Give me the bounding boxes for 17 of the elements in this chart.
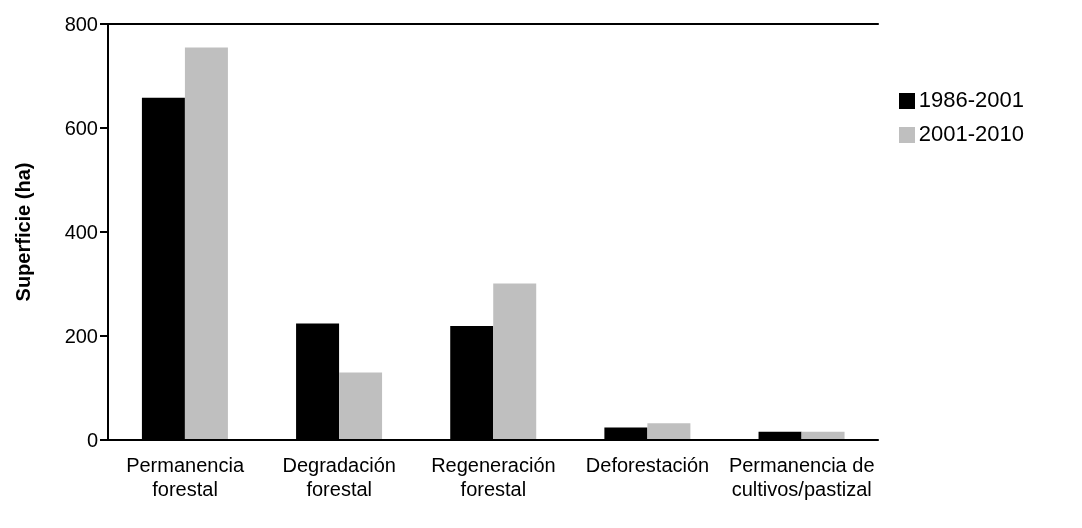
x-tick-label: Permanencia de cultivos/pastizal (728, 454, 875, 500)
x-tick-label: Deforestación (585, 454, 710, 476)
y-tick-label: 0 (86, 429, 98, 452)
y-tick-label: 200 (64, 325, 98, 348)
x-tick-label: Degradación forestal (282, 454, 396, 500)
legend-label: 2001-2010 (918, 121, 1024, 146)
bar (647, 423, 691, 440)
y-tick-label: 400 (64, 221, 98, 244)
legend-label: 1986-2001 (918, 87, 1024, 112)
bar (339, 372, 383, 440)
y-axis-title: Superficie (ha) (12, 162, 35, 302)
x-tick-label: Permanencia forestal (126, 454, 245, 500)
bar (184, 47, 228, 440)
y-tick-label: 800 (64, 13, 98, 36)
bar (493, 283, 537, 440)
x-tick-label: Regeneración forestal (431, 454, 556, 500)
y-tick-label: 600 (64, 117, 98, 140)
